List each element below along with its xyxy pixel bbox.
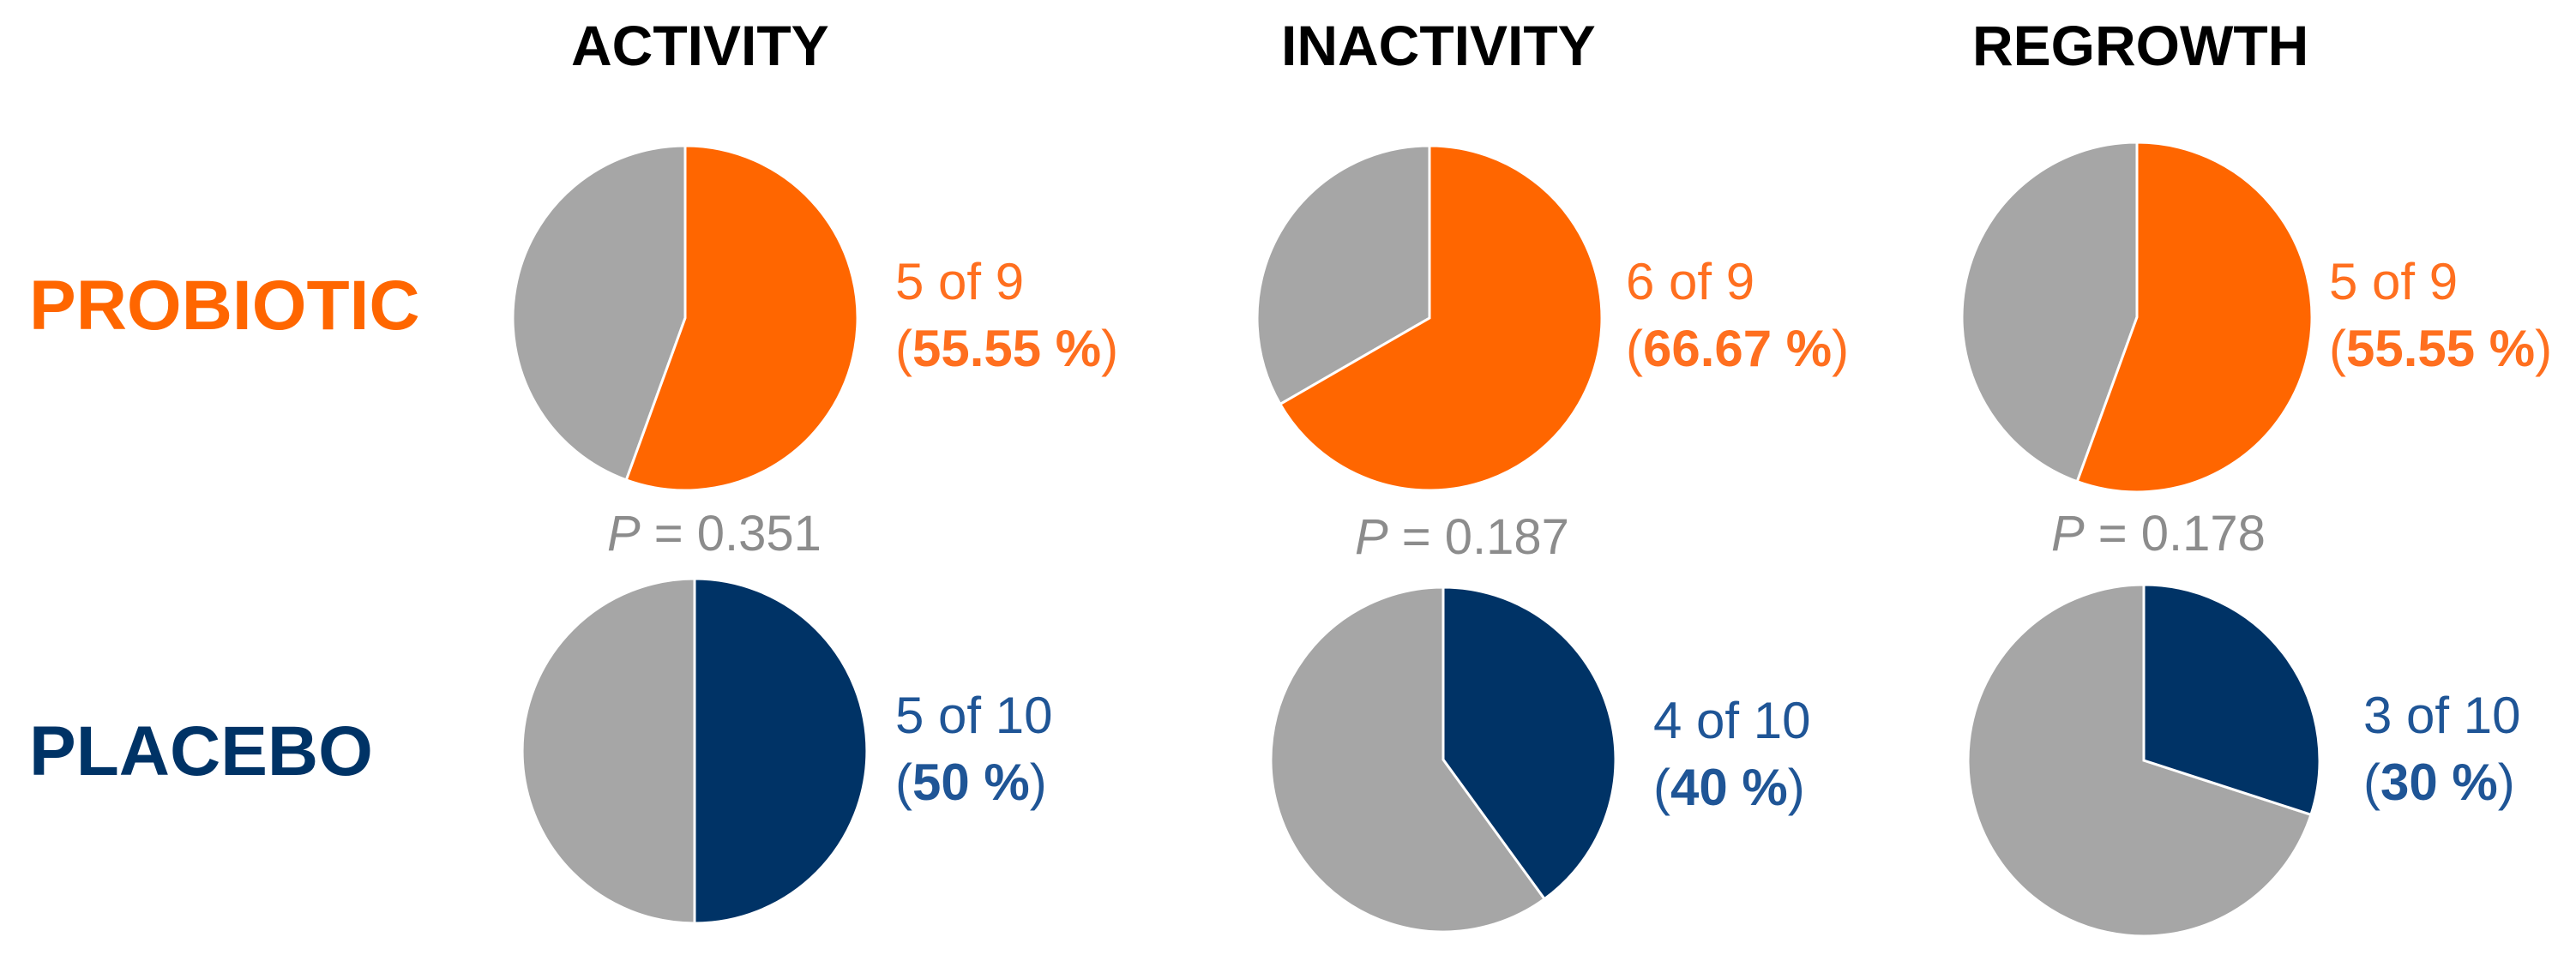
- pie-slice-remainder: [1960, 141, 2139, 484]
- pie-slice-placebo: [1441, 586, 1617, 901]
- data-label-regrowth-placebo: 3 of 10 (30 %): [2363, 682, 2521, 816]
- percent-label: (50 %): [895, 754, 1047, 811]
- p-value-regrowth: P = 0.178: [2051, 509, 2266, 559]
- data-label-regrowth-probiotic: 5 of 9 (55.55 %): [2329, 249, 2552, 382]
- count-label: 4 of 10: [1653, 692, 1811, 749]
- pie-slice-placebo: [2142, 583, 2321, 817]
- p-value-text: = 0.351: [640, 506, 822, 562]
- pie-slice-remainder: [1255, 144, 1431, 406]
- pie-slice-remainder: [1269, 586, 1547, 934]
- data-label-inactivity-placebo: 4 of 10 (40 %): [1653, 688, 1811, 821]
- percent-label: (55.55 %): [895, 320, 1119, 377]
- percent-value: 30 %: [2380, 754, 2498, 811]
- p-symbol: P: [607, 506, 641, 562]
- percent-value: 40 %: [1670, 759, 1788, 816]
- row-label-placebo: PLACEBO: [29, 712, 373, 790]
- p-value-activity: P = 0.351: [607, 509, 822, 559]
- percent-value: 50 %: [912, 754, 1030, 811]
- pie-inactivity-probiotic: [1255, 144, 1604, 492]
- count-label: 5 of 9: [2329, 253, 2459, 310]
- data-label-activity-placebo: 5 of 10 (50 %): [895, 682, 1053, 816]
- count-label: 5 of 10: [895, 687, 1053, 744]
- percent-value: 55.55 %: [2345, 320, 2536, 377]
- pie-slice-probiotic: [624, 144, 859, 492]
- pie-slice-probiotic: [1278, 144, 1604, 492]
- pie-slice-placebo: [693, 577, 869, 925]
- pie-activity-probiotic: [511, 144, 859, 492]
- pie-activity-placebo: [521, 577, 869, 925]
- pie-slice-probiotic: [2075, 141, 2314, 494]
- pie-regrowth-probiotic: [1960, 141, 2314, 494]
- percent-value: 66.67 %: [1642, 320, 1833, 377]
- pie-slice-remainder: [511, 144, 687, 482]
- percent-label: (40 %): [1653, 759, 1805, 816]
- p-value-text: = 0.178: [2084, 506, 2266, 562]
- p-symbol: P: [2051, 506, 2085, 562]
- column-title-activity: ACTIVITY: [571, 14, 829, 77]
- column-title-inactivity: INACTIVITY: [1281, 14, 1596, 77]
- pie-inactivity-placebo: [1269, 586, 1617, 934]
- count-label: 5 of 9: [895, 253, 1025, 310]
- pie-slice-remainder: [1966, 583, 2313, 938]
- data-label-inactivity-probiotic: 6 of 9 (66.67 %): [1626, 249, 1849, 382]
- pie-slice-remainder: [521, 577, 696, 925]
- p-value-inactivity: P = 0.187: [1355, 513, 1569, 562]
- row-label-probiotic: PROBIOTIC: [29, 267, 420, 345]
- percent-label: (30 %): [2363, 754, 2515, 811]
- p-value-text: = 0.187: [1387, 509, 1569, 565]
- percent-value: 55.55 %: [912, 320, 1102, 377]
- count-label: 6 of 9: [1626, 253, 1755, 310]
- p-symbol: P: [1355, 509, 1388, 565]
- count-label: 3 of 10: [2363, 687, 2521, 744]
- data-label-activity-probiotic: 5 of 9 (55.55 %): [895, 249, 1118, 382]
- percent-label: (55.55 %): [2329, 320, 2553, 377]
- column-title-regrowth: REGROWTH: [1972, 14, 2309, 77]
- pie-regrowth-placebo: [1966, 583, 2321, 938]
- percent-label: (66.67 %): [1626, 320, 1850, 377]
